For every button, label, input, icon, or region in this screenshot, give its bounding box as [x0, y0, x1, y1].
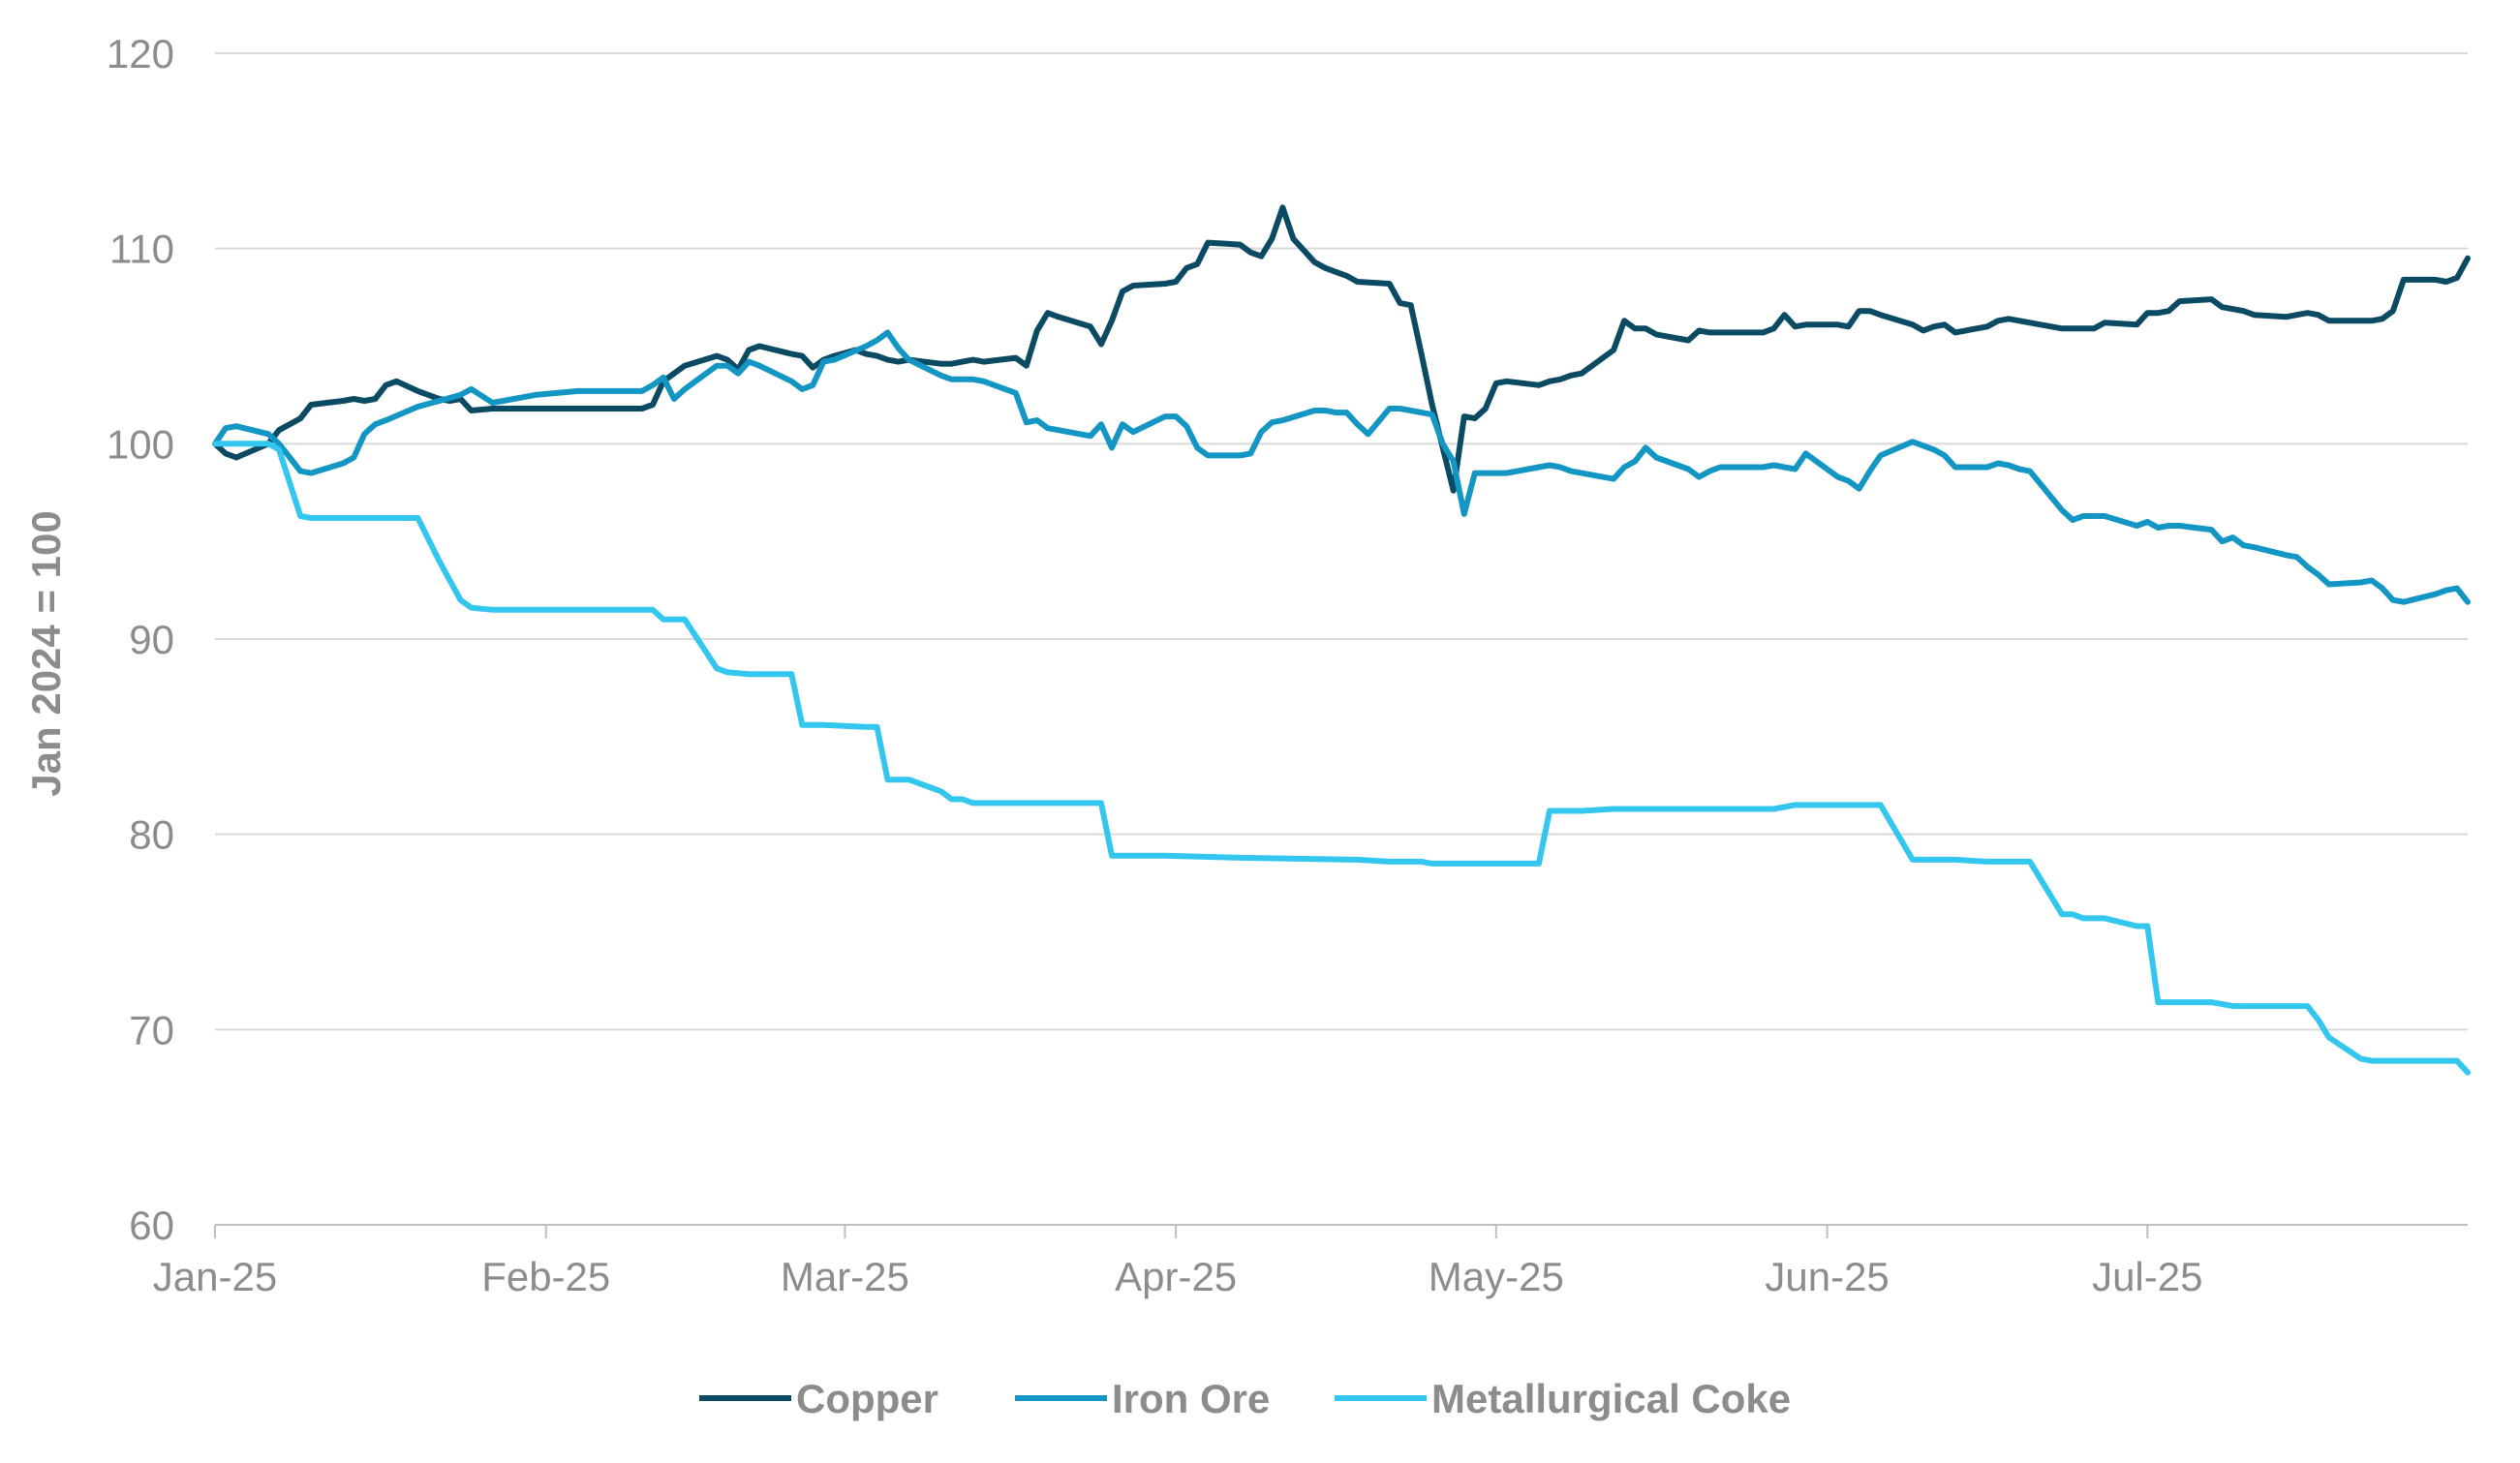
x-tick-label: Jan-25 [153, 1254, 277, 1299]
legend-item: Metallurgical Coke [1335, 1376, 1791, 1421]
legend-item: Iron Ore [1015, 1376, 1270, 1421]
x-tick-label: Mar-25 [781, 1254, 909, 1299]
gridlines [215, 52, 2468, 1226]
legend-label: Copper [796, 1376, 938, 1421]
legend-label: Iron Ore [1112, 1376, 1270, 1421]
y-tick-label: 100 [107, 421, 174, 467]
x-axis: Jan-25 Feb-25 Mar-25 Apr-25 May-25 Jun-25 Jul-… [153, 1225, 2202, 1299]
legend-label: Metallurgical Coke [1431, 1376, 1791, 1421]
y-axis-title: Jan 2024 = 100 [23, 510, 69, 796]
y-tick-label: 120 [107, 31, 174, 76]
series-line-iron-ore [212, 329, 2471, 605]
x-tick-label: Feb-25 [481, 1254, 610, 1299]
x-tick-label: Apr-25 [1115, 1254, 1237, 1299]
y-tick-label: 90 [129, 617, 174, 662]
y-tick-label: 70 [129, 1007, 174, 1052]
series-line-metallurgical-coke [212, 441, 2471, 1076]
series-line-copper [212, 204, 2471, 494]
x-tick-label: Jun-25 [1765, 1254, 1889, 1299]
legend: Copper Iron Ore Metallurgical Coke [699, 1376, 1791, 1421]
y-tick-label: 60 [129, 1203, 174, 1248]
y-axis: 60 70 80 90 100 110 120 [107, 31, 174, 1248]
x-tick-label: May-25 [1429, 1254, 1564, 1299]
series-lines [212, 204, 2471, 1076]
y-tick-label: 110 [109, 227, 174, 272]
legend-item: Copper [699, 1376, 938, 1421]
y-tick-label: 80 [129, 812, 174, 858]
x-tick-label: Jul-25 [2092, 1254, 2202, 1299]
